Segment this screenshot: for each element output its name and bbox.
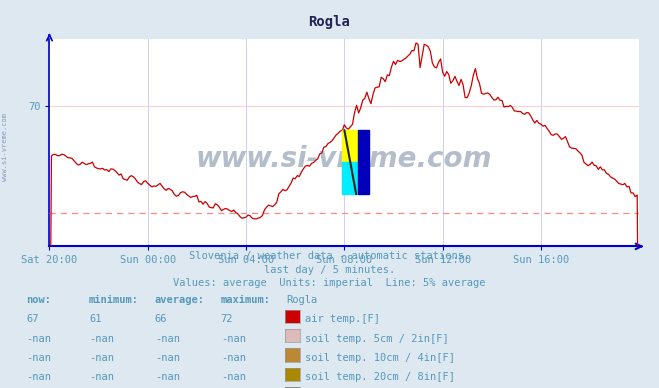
Text: -nan: -nan <box>26 353 51 363</box>
Text: Slovenia / weather data - automatic stations.: Slovenia / weather data - automatic stat… <box>189 251 470 262</box>
Text: www.si-vreme.com: www.si-vreme.com <box>2 113 9 182</box>
Text: -nan: -nan <box>155 334 180 344</box>
Text: last day / 5 minutes.: last day / 5 minutes. <box>264 265 395 275</box>
Bar <box>342 130 358 162</box>
Text: -nan: -nan <box>89 353 114 363</box>
Text: -nan: -nan <box>155 372 180 383</box>
Bar <box>358 130 369 194</box>
Text: soil temp. 5cm / 2in[F]: soil temp. 5cm / 2in[F] <box>305 334 449 344</box>
Text: soil temp. 10cm / 4in[F]: soil temp. 10cm / 4in[F] <box>305 353 455 363</box>
Text: soil temp. 20cm / 8in[F]: soil temp. 20cm / 8in[F] <box>305 372 455 383</box>
Text: maximum:: maximum: <box>221 295 271 305</box>
Text: Rogla: Rogla <box>287 295 318 305</box>
Text: -nan: -nan <box>89 372 114 383</box>
Text: -nan: -nan <box>221 372 246 383</box>
Text: air temp.[F]: air temp.[F] <box>305 314 380 324</box>
Text: -nan: -nan <box>26 372 51 383</box>
Text: average:: average: <box>155 295 205 305</box>
Text: www.si-vreme.com: www.si-vreme.com <box>196 145 492 173</box>
Text: -nan: -nan <box>221 334 246 344</box>
Bar <box>342 162 358 194</box>
Text: -nan: -nan <box>89 334 114 344</box>
Text: 72: 72 <box>221 314 233 324</box>
Text: 67: 67 <box>26 314 39 324</box>
Text: -nan: -nan <box>26 334 51 344</box>
Text: minimum:: minimum: <box>89 295 139 305</box>
Text: Values: average  Units: imperial  Line: 5% average: Values: average Units: imperial Line: 5%… <box>173 278 486 288</box>
Text: now:: now: <box>26 295 51 305</box>
Text: -nan: -nan <box>221 353 246 363</box>
Text: 61: 61 <box>89 314 101 324</box>
Text: 66: 66 <box>155 314 167 324</box>
Text: -nan: -nan <box>155 353 180 363</box>
Text: Rogla: Rogla <box>308 15 351 29</box>
